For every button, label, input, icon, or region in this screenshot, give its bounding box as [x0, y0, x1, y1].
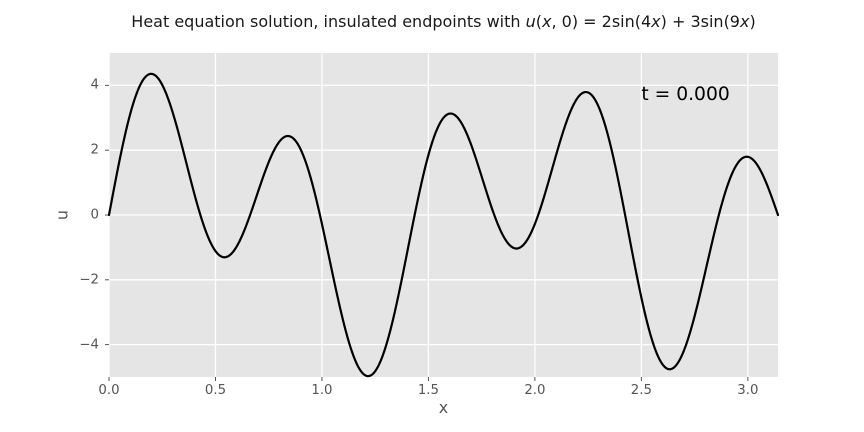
series-line: [107, 72, 780, 378]
chart-title: Heat equation solution, insulated endpoi…: [109, 12, 778, 32]
title-text-segment: (: [535, 12, 542, 31]
y-tick-label: −2: [79, 272, 99, 288]
x-tick-label: 0.5: [204, 383, 227, 398]
x-axis-label: x: [438, 398, 449, 417]
title-text-segment: ) + 3sin(9: [660, 12, 740, 31]
x-tick-label: 1.0: [311, 383, 333, 398]
y-tick-label: 4: [90, 77, 99, 93]
x-tick-label: 2.5: [630, 383, 652, 398]
title-math-segment: x: [739, 12, 750, 31]
x-tick-label: 0.0: [98, 383, 120, 398]
y-tick-label: 0: [90, 207, 99, 223]
y-axis-label: u: [52, 209, 72, 221]
title-text-segment: , 0) = 2sin(4: [551, 12, 652, 31]
time-annotation: t = 0.000: [641, 84, 730, 106]
x-tick-label: 2.0: [524, 383, 546, 398]
title-text-segment: ): [749, 12, 756, 31]
x-tick-label: 3.0: [737, 383, 759, 398]
title-math-segment: u: [525, 12, 536, 31]
title-math-segment: x: [542, 12, 552, 31]
title-text-segment: Heat equation solution, insulated endpoi…: [131, 12, 526, 31]
title-math-segment: x: [651, 12, 661, 31]
y-tick-label: −4: [79, 337, 99, 353]
x-tick-label: 1.5: [417, 383, 439, 398]
y-tick-label: 2: [90, 142, 99, 158]
